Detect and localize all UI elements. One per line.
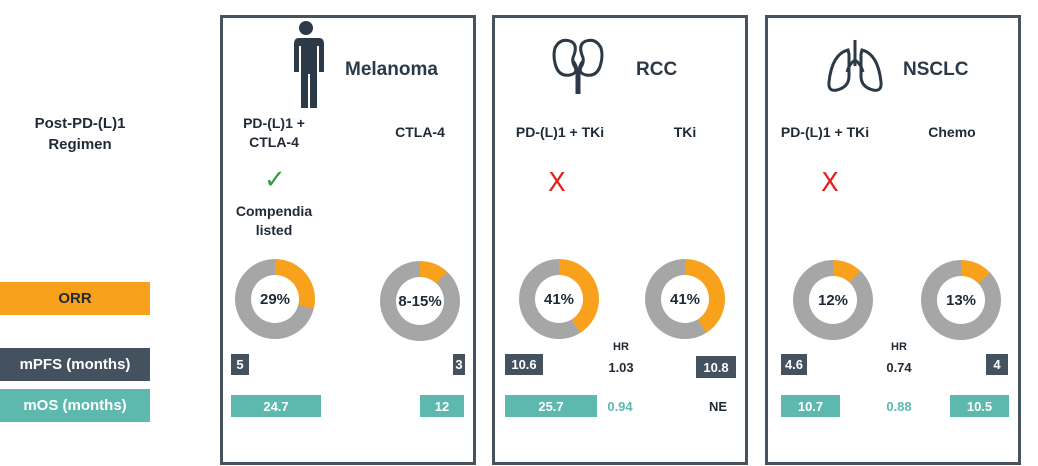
panel-title: Melanoma — [345, 59, 438, 80]
pfs-left-box: 5 — [231, 354, 249, 375]
regimen-row-label: Post-PD-(L)1 Regimen — [34, 115, 126, 153]
orr-value: 41% — [661, 275, 709, 323]
left-regimen-label: PD-(L)1 + TKi — [515, 124, 605, 140]
os-left-box: 24.7 — [231, 395, 321, 417]
orr-value: 29% — [251, 275, 299, 323]
os-left-box: 10.7 — [781, 395, 840, 417]
mos-row-label: mOS (months) — [0, 389, 150, 422]
hr-pfs-value: 1.03 — [608, 360, 634, 375]
rcc-panel — [492, 15, 748, 465]
orr-donut-left: 12% — [793, 260, 873, 340]
right-regimen-label: Chemo — [928, 124, 976, 140]
hr-label: HR — [891, 341, 907, 353]
orr-donut-right: 13% — [921, 260, 1001, 340]
orr-value: 41% — [535, 275, 583, 323]
orr-donut-right: 41% — [645, 259, 725, 339]
orr-donut-left: 41% — [519, 259, 599, 339]
hr-pfs-value: 0.74 — [886, 360, 912, 375]
x-mark-icon: X — [821, 168, 839, 198]
orr-value: 8-15% — [396, 277, 444, 325]
panel-title: NSCLC — [903, 59, 969, 80]
os-left-box: 25.7 — [505, 395, 597, 417]
pfs-right-box: 3 — [453, 354, 465, 375]
human-body-icon — [293, 21, 324, 108]
left-regimen-label: PD-(L)1 + CTLA-4 — [243, 115, 305, 150]
mpfs-row-label: mPFS (months) — [0, 348, 150, 381]
hr-label: HR — [613, 341, 629, 353]
right-regimen-label: TKi — [673, 124, 697, 140]
orr-value: 13% — [937, 276, 985, 324]
melanoma-panel — [220, 15, 476, 465]
hr-os-value: 0.88 — [886, 399, 912, 414]
left-regimen-label: PD-(L)1 + TKi — [780, 124, 870, 140]
orr-donut-right: 8-15% — [380, 261, 460, 341]
pfs-left-box: 10.6 — [505, 354, 543, 375]
os-right-box: 12 — [420, 395, 464, 417]
hr-os-value: 0.94 — [607, 399, 633, 414]
kidneys-icon — [552, 38, 604, 94]
orr-row-label: ORR — [0, 282, 150, 315]
right-regimen-label: CTLA-4 — [395, 124, 445, 140]
status-text: Compendia listed — [235, 203, 313, 238]
pfs-left-box: 4.6 — [781, 354, 807, 375]
lungs-icon — [827, 40, 883, 92]
orr-value: 12% — [809, 276, 857, 324]
orr-donut-left: 29% — [235, 259, 315, 339]
os-right-value: NE — [708, 399, 728, 414]
pfs-right-box: 10.8 — [696, 356, 736, 378]
pfs-right-box: 4 — [986, 354, 1008, 375]
os-right-box: 10.5 — [950, 395, 1009, 417]
panel-title: RCC — [636, 59, 678, 80]
x-mark-icon: X — [548, 168, 566, 198]
checkmark-icon: ✓ — [264, 165, 286, 195]
nsclc-panel — [765, 15, 1021, 465]
